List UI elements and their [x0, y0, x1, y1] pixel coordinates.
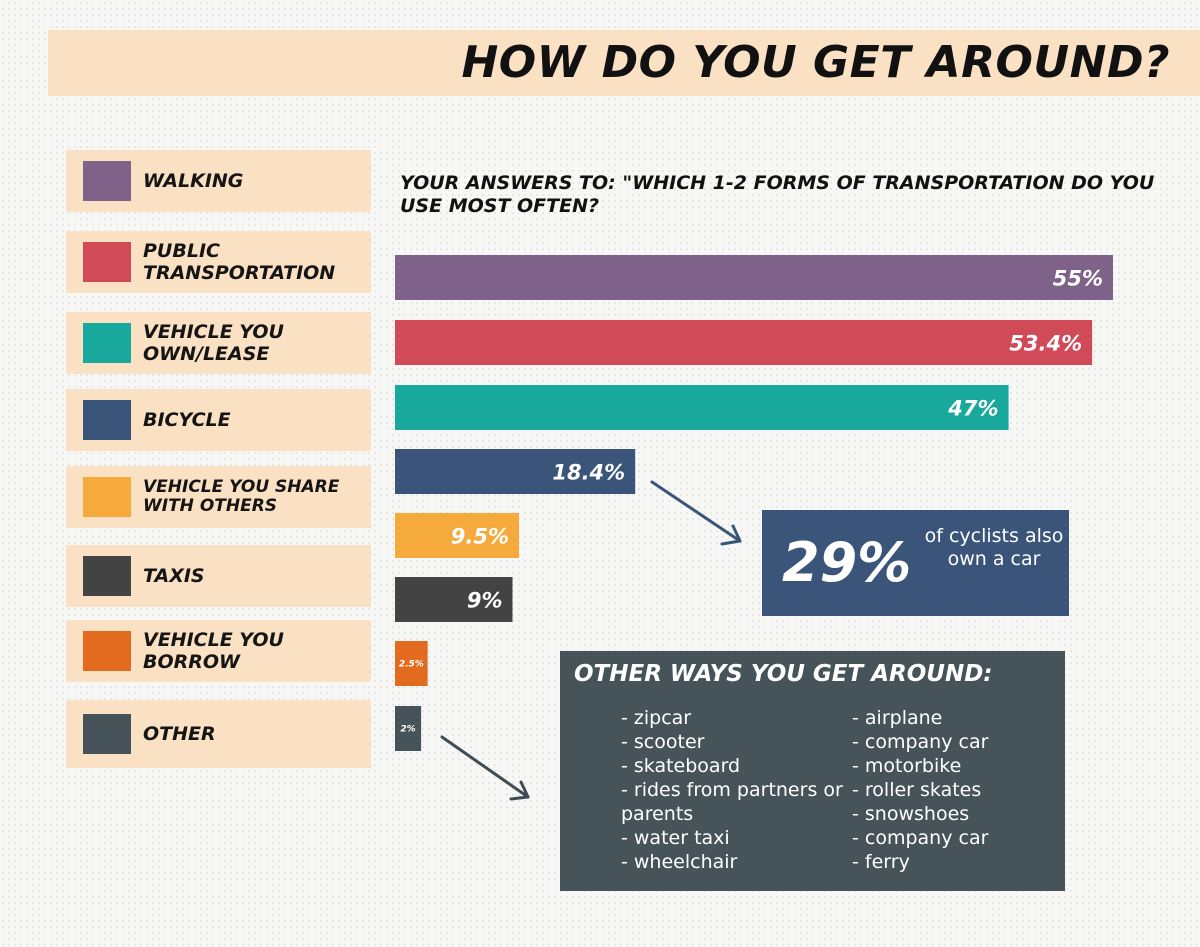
other-ways-column-2: - airplane - company car - motorbike - roll… — [852, 706, 1052, 874]
legend-label: BICYCLE — [143, 409, 231, 431]
bicycle-callout-arrow — [650, 480, 742, 543]
list-item: - zipcar — [621, 707, 692, 729]
bar — [395, 577, 513, 622]
bar-value-label: 18.4% — [552, 461, 625, 485]
cyclist-callout: 29% of cyclists also own a car — [762, 510, 1069, 616]
list-item: - wheelchair — [621, 851, 738, 873]
other-callout-arrow — [440, 735, 530, 799]
bar — [395, 255, 1113, 300]
bar-value-label: 2.5% — [399, 660, 424, 670]
bar-value-label: 47% — [947, 397, 998, 421]
bar — [395, 706, 422, 751]
list-item: - skateboard — [621, 755, 741, 777]
other-ways-box: OTHER WAYS YOU GET AROUND: - zipcar - sco… — [560, 651, 1065, 891]
other-ways-column-1: - zipcar - scooter - skateboard - rides fro… — [621, 706, 851, 874]
bar — [395, 513, 520, 558]
legend-item: WALKING — [66, 150, 371, 212]
cyclist-callout-value: 29% — [782, 531, 912, 594]
legend-label: VEHICLE YOU OWN/LEASE — [143, 321, 284, 365]
cyclist-callout-text: of cyclists also own a car — [924, 525, 1064, 570]
bar-value-label: 53.4% — [1009, 332, 1082, 356]
list-item: - water taxi — [621, 827, 730, 849]
list-item: - company car — [852, 827, 989, 849]
bar — [395, 449, 636, 494]
bar — [395, 385, 1009, 430]
legend-item: VEHICLE YOU BORROW — [66, 620, 371, 682]
legend-label: OTHER — [143, 723, 216, 745]
bar-value-label: 9.5% — [451, 525, 509, 549]
list-item: - rides from partners or parents — [621, 779, 843, 825]
bar — [395, 320, 1093, 365]
legend-item: OTHER — [66, 700, 371, 768]
legend-swatch — [83, 400, 131, 440]
bar — [395, 641, 428, 686]
legend-item: TAXIS — [66, 545, 371, 607]
other-callout-arrowhead — [509, 780, 530, 801]
arrows — [440, 480, 742, 801]
legend-swatch — [83, 631, 131, 671]
list-item: - airplane — [852, 707, 943, 729]
bar-value-label: 2% — [400, 725, 415, 735]
legend-swatch — [83, 714, 131, 754]
legend-swatch — [83, 556, 131, 596]
list-item: - roller skates — [852, 779, 982, 801]
bar-value-label: 55% — [1053, 267, 1103, 291]
legend-item: BICYCLE — [66, 389, 371, 451]
chart-subtitle: YOUR ANSWERS TO: "WHICH 1-2 FORMS OF TRA… — [400, 172, 1155, 217]
legend-label: PUBLIC TRANSPORTATION — [143, 240, 336, 284]
list-item: - ferry — [852, 851, 910, 873]
list-item: - snowshoes — [852, 803, 970, 825]
legend-item: VEHICLE YOU OWN/LEASE — [66, 312, 371, 374]
bar-value-label: 9% — [467, 589, 503, 613]
legend-swatch — [83, 161, 131, 201]
legend-label: VEHICLE YOU SHARE WITH OTHERS — [143, 477, 340, 516]
legend-label: TAXIS — [143, 565, 205, 587]
list-item: - scooter — [621, 731, 705, 753]
legend-swatch — [83, 477, 131, 517]
legend-label: VEHICLE YOU BORROW — [143, 629, 284, 673]
legend-item: VEHICLE YOU SHARE WITH OTHERS — [66, 466, 371, 528]
other-ways-title: OTHER WAYS YOU GET AROUND: — [574, 661, 993, 687]
title-band: HOW DO YOU GET AROUND? — [48, 30, 1200, 96]
legend-item: PUBLIC TRANSPORTATION — [66, 231, 371, 293]
legend-swatch — [83, 323, 131, 363]
legend-label: WALKING — [143, 170, 244, 192]
page-title: HOW DO YOU GET AROUND? — [461, 37, 1170, 88]
list-item: - motorbike — [852, 755, 962, 777]
legend-swatch — [83, 242, 131, 282]
bicycle-callout-arrowhead — [720, 524, 742, 546]
bars: 55% 53.4% 47% 18.4% 9.5% 9% 2.5% 2% — [395, 255, 1113, 751]
list-item: - company car — [852, 731, 989, 753]
